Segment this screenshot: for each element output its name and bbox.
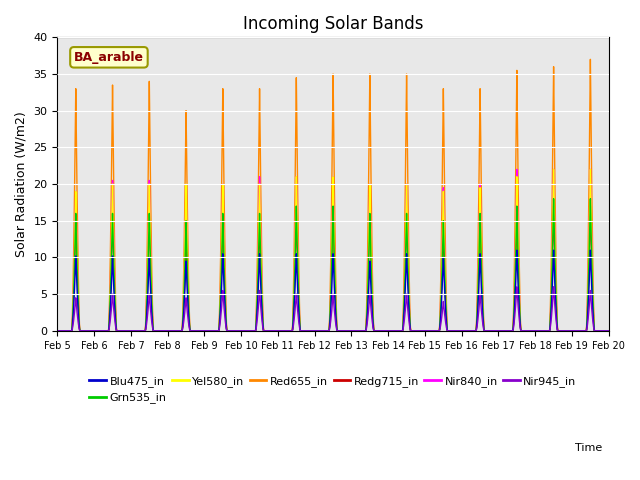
Line: Nir840_in: Nir840_in (58, 169, 609, 331)
Red655_in (534, 328, 542, 334)
Nir945_in (116, 328, 124, 334)
Blu475_in (149, 326, 157, 332)
Line: Yel580_in: Yel580_in (58, 169, 609, 331)
Blu475_in (54, 328, 61, 334)
Nir945_in (534, 328, 542, 334)
Yel580_in (265, 328, 273, 334)
Blu475_in (289, 326, 296, 332)
Red655_in (594, 328, 602, 334)
Nir840_in (534, 328, 542, 334)
Yel580_in (605, 328, 612, 334)
Text: Time: Time (575, 443, 602, 453)
Redg715_in (289, 325, 296, 331)
Redg715_in (149, 325, 157, 331)
Red655_in (265, 328, 273, 334)
Red655_in (116, 328, 124, 334)
Nir945_in (513, 284, 521, 290)
Blu475_in (265, 328, 273, 334)
Yel580_in (550, 167, 557, 172)
Nir945_in (265, 328, 273, 334)
Nir840_in (289, 324, 296, 329)
Blu475_in (116, 328, 124, 334)
Line: Redg715_in: Redg715_in (58, 206, 609, 331)
Yel580_in (594, 328, 602, 334)
Red655_in (605, 328, 612, 334)
Line: Nir945_in: Nir945_in (58, 287, 609, 331)
Grn535_in (550, 196, 557, 202)
Redg715_in (594, 328, 602, 334)
Blu475_in (534, 328, 542, 334)
Title: Incoming Solar Bands: Incoming Solar Bands (243, 15, 423, 33)
Nir840_in (54, 328, 61, 334)
Grn535_in (534, 328, 542, 334)
Yel580_in (149, 324, 157, 330)
Nir840_in (594, 328, 602, 334)
Legend: Blu475_in, Grn535_in, Yel580_in, Red655_in, Redg715_in, Nir840_in, Nir945_in: Blu475_in, Grn535_in, Yel580_in, Red655_… (85, 372, 581, 408)
Red655_in (289, 321, 296, 327)
Blu475_in (513, 247, 521, 253)
Nir945_in (289, 327, 296, 333)
Redg715_in (605, 328, 612, 334)
Grn535_in (116, 328, 124, 334)
Grn535_in (265, 328, 273, 334)
Text: BA_arable: BA_arable (74, 51, 144, 64)
Grn535_in (594, 328, 602, 334)
Grn535_in (149, 325, 157, 331)
Line: Grn535_in: Grn535_in (58, 199, 609, 331)
Nir945_in (594, 328, 602, 334)
Nir945_in (605, 328, 612, 334)
Nir840_in (116, 328, 124, 334)
Blu475_in (605, 328, 612, 334)
Grn535_in (605, 328, 612, 334)
Red655_in (586, 57, 594, 62)
Redg715_in (54, 328, 61, 334)
Red655_in (149, 321, 157, 327)
Red655_in (54, 328, 61, 334)
Redg715_in (550, 203, 557, 209)
Yel580_in (54, 328, 61, 334)
Redg715_in (116, 328, 124, 334)
Redg715_in (265, 328, 273, 334)
Line: Blu475_in: Blu475_in (58, 250, 609, 331)
Nir945_in (149, 327, 157, 333)
Yel580_in (116, 328, 124, 334)
Y-axis label: Solar Radiation (W/m2): Solar Radiation (W/m2) (15, 111, 28, 257)
Grn535_in (54, 328, 61, 334)
Line: Red655_in: Red655_in (58, 60, 609, 331)
Blu475_in (594, 328, 602, 334)
Yel580_in (289, 324, 296, 329)
Nir840_in (265, 328, 273, 334)
Redg715_in (534, 328, 542, 334)
Yel580_in (534, 328, 542, 334)
Nir840_in (149, 324, 157, 330)
Nir840_in (605, 328, 612, 334)
Nir945_in (54, 328, 61, 334)
Nir840_in (513, 167, 521, 172)
Grn535_in (289, 324, 296, 330)
